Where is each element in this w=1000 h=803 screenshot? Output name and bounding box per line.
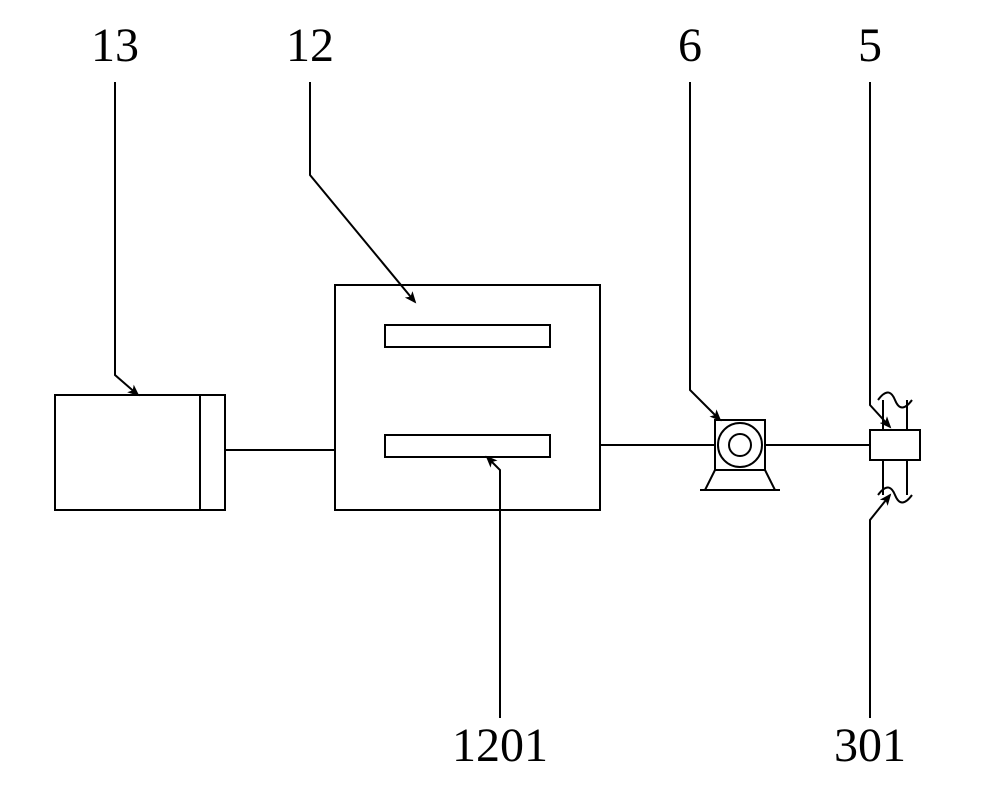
leader-5 [870,82,890,427]
label-1201: 1201 [452,719,548,772]
label-6: 6 [678,19,702,72]
box-12 [335,285,600,510]
label-12: 12 [286,19,334,72]
leader-301 [870,495,890,718]
leader-6 [690,82,720,420]
pump-6 [700,420,780,490]
leader-12 [310,82,415,302]
label-13: 13 [91,19,139,72]
leader-13 [115,82,138,395]
label-5: 5 [858,19,882,72]
box-12-slot-top [385,325,550,347]
pipe-5 [870,393,920,503]
box-12-slot-bottom [385,435,550,457]
leader-1201 [487,457,500,718]
label-301: 301 [834,719,906,772]
